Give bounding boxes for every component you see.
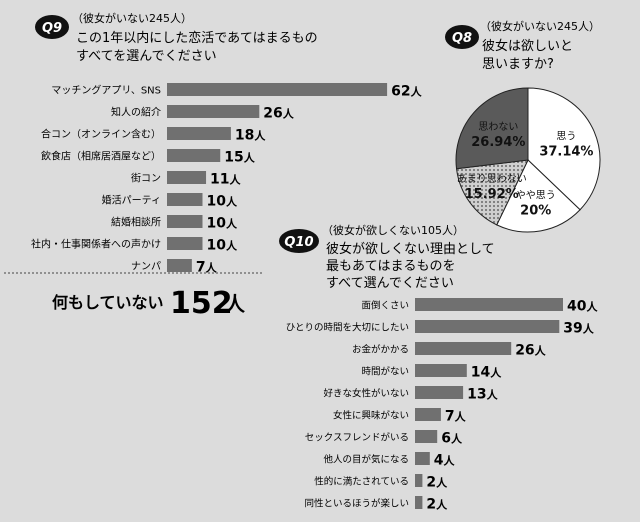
- q8-pie-chart: 思う 37.14% やや思う 20% あまり思わない 15.92% 思わない 26.94%: [455, 87, 601, 233]
- bar-value: 40人: [567, 299, 598, 315]
- pie-slice: [496, 159, 581, 233]
- bar: [415, 496, 423, 509]
- pie-slice: [527, 87, 601, 211]
- bar-value: 18人: [235, 128, 266, 144]
- pie-value: 26.94%: [471, 135, 525, 150]
- bar-label: 街コン: [131, 172, 161, 185]
- bar: [167, 215, 203, 228]
- pie-value: 20%: [520, 204, 551, 219]
- q8-note: （彼女がいない245人）: [480, 19, 600, 33]
- bar-label: マッチングアプリ、SNS: [51, 84, 161, 97]
- bar-label: ひとりの時間を大切にしたい: [286, 322, 409, 334]
- bar-value: 7人: [445, 409, 467, 425]
- bar: [415, 364, 467, 377]
- q8-title-line2: 思いますか?: [482, 57, 554, 72]
- bar-value: 15人: [224, 150, 255, 166]
- bar-value: 4人: [434, 453, 456, 469]
- bar-value: 13人: [467, 387, 498, 403]
- pie-label: 思う: [556, 131, 576, 143]
- q8-title-line1: 彼女は欲しいと: [482, 38, 573, 54]
- nothing-unit: 人: [225, 292, 246, 316]
- bar-label: 社内・仕事関係者への声かけ: [31, 238, 161, 251]
- pie-label: あまり思わない: [457, 173, 527, 185]
- q9-title-line2: すべてを選んでください: [76, 49, 217, 64]
- bar-label: 面倒くさい: [361, 300, 409, 312]
- bar-value: 26人: [263, 106, 294, 122]
- bar-label: セックスフレンドがいる: [305, 432, 409, 444]
- nothing-value: 152: [170, 286, 233, 321]
- bar-label: お金がかかる: [352, 344, 409, 356]
- q9-title-line1: この1年以内にした恋活であてはまるもの: [76, 30, 318, 46]
- bar-label: 知人の紹介: [111, 106, 161, 119]
- q9-note: （彼女がいない245人）: [72, 11, 192, 25]
- bar-value: 14人: [471, 365, 502, 381]
- bar: [167, 83, 388, 96]
- pie-slice: [455, 87, 529, 170]
- bar-value: 26人: [515, 343, 546, 359]
- q10-header: Q10 （彼女が欲しくない105人） 彼女が欲しくない理由として 最もあてはまる…: [279, 223, 495, 291]
- bar-label: 結婚相談所: [111, 216, 161, 229]
- bar: [415, 430, 438, 443]
- bar: [167, 237, 203, 250]
- q10-title-line2: 最もあてはまるものを: [326, 259, 455, 274]
- bar-label: ナンパ: [131, 261, 161, 273]
- pie-value: 15.92%: [465, 187, 519, 202]
- pie-value: 37.14%: [539, 145, 593, 160]
- q10-title-line3: すべて選んでください: [326, 276, 454, 291]
- bar-value: 11人: [210, 172, 241, 188]
- bar: [415, 298, 563, 311]
- q8-badge: [445, 25, 479, 49]
- bar: [415, 474, 423, 487]
- bar-label: 同性といるほうが楽しい: [304, 498, 409, 510]
- pie-slice: [455, 159, 529, 226]
- bar-value: 10人: [207, 216, 238, 232]
- bar: [167, 149, 221, 162]
- bar: [167, 171, 207, 184]
- bar-label: 合コン（オンライン含む）: [41, 128, 161, 141]
- bar-label: 好きな女性がいない: [323, 388, 409, 400]
- bar: [415, 342, 512, 355]
- bar: [415, 452, 430, 465]
- q9-badge-text: Q9: [42, 21, 62, 36]
- bar: [167, 259, 192, 272]
- bar-value: 10人: [207, 238, 238, 254]
- bar-value: 6人: [441, 431, 463, 447]
- bar: [415, 386, 464, 399]
- q10-badge: [279, 229, 319, 253]
- bar: [167, 127, 231, 140]
- bar-label: 時間がない: [361, 366, 409, 378]
- bar: [167, 105, 260, 118]
- bar: [415, 320, 560, 333]
- q9-badge: [35, 15, 69, 39]
- bar-value: 2人: [426, 497, 448, 513]
- q10-title-line1: 彼女が欲しくない理由として: [326, 241, 495, 257]
- pie-label: 思わない: [478, 121, 518, 133]
- bar-label: 性的に満たされている: [314, 476, 409, 488]
- bar-value: 7人: [196, 260, 218, 276]
- bar-value: 10人: [207, 194, 238, 210]
- pie-label: やや思う: [516, 190, 556, 202]
- q8-header: Q8 （彼女がいない245人） 彼女は欲しいと 思いますか?: [445, 19, 600, 72]
- bar-label: 他人の目が気になる: [323, 454, 409, 466]
- bar-label: 女性に興味がない: [333, 410, 409, 422]
- nothing-label: 何もしていない: [52, 293, 164, 312]
- bar: [167, 193, 203, 206]
- q10-note: （彼女が欲しくない105人）: [322, 223, 464, 237]
- q8-badge-text: Q8: [452, 31, 472, 46]
- bar-value: 62人: [391, 84, 422, 100]
- q9-header: Q9 （彼女がいない245人） この1年以内にした恋活であてはまるもの すべてを…: [35, 11, 318, 64]
- bar-value: 2人: [426, 475, 448, 491]
- bar-value: 39人: [563, 321, 594, 337]
- nothing-block: 何もしていない 152 人: [52, 286, 246, 321]
- bar-label: 飲食店（相席居酒屋など）: [41, 150, 161, 163]
- bar-label: 婚活パーティ: [102, 194, 161, 207]
- q10-badge-text: Q10: [284, 235, 313, 250]
- bar: [415, 408, 441, 421]
